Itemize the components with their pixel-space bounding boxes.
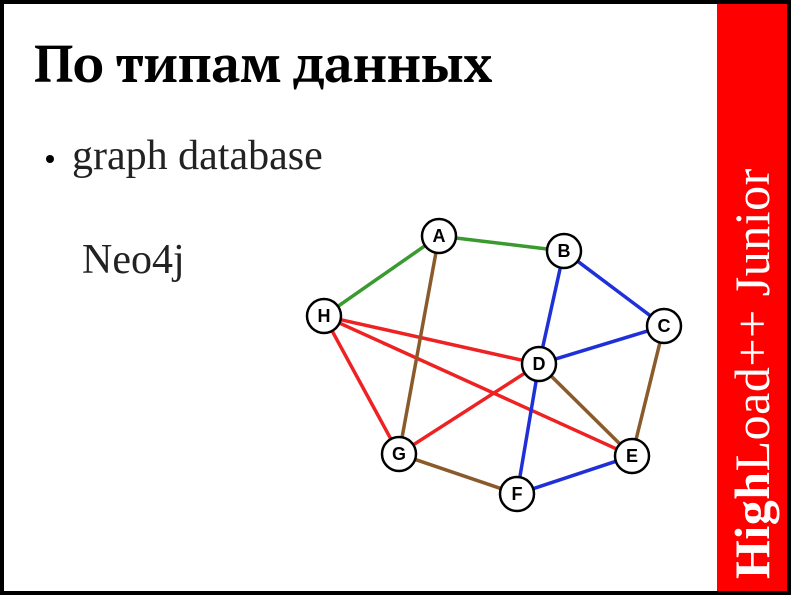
graph-node-label: A (433, 226, 446, 246)
brand-load: Load++ (724, 309, 780, 471)
graph-node-a: A (422, 219, 456, 253)
graph-node-label: D (533, 354, 546, 374)
graph-edge (636, 343, 660, 440)
graph-node-label: C (658, 316, 671, 336)
graph-node-g: G (382, 437, 416, 471)
slide-title: По типам данных (34, 28, 492, 97)
bullet-item: graph database (46, 132, 323, 180)
graph-edge (456, 238, 547, 249)
slide-body: По типам данных graph database Neo4j A B C… (4, 4, 717, 591)
sub-item-label: Neo4j (82, 236, 185, 284)
graph-edge (413, 373, 524, 445)
graph-node-f: F (500, 477, 534, 511)
graph-node-label: B (558, 241, 571, 261)
graph-edge (415, 459, 501, 488)
graph-node-label: G (392, 444, 406, 464)
graph-svg: A B C D E F G H (264, 206, 704, 546)
graph-node-label: E (626, 446, 638, 466)
graph-edge (543, 268, 561, 348)
graph-diagram: A B C D E F G H (264, 206, 704, 546)
graph-edge (520, 381, 536, 477)
graph-node-e: E (615, 439, 649, 473)
brand-sidebar: HighLoad++ Junior (717, 4, 787, 591)
brand-junior: Junior (724, 168, 780, 309)
graph-node-c: C (647, 309, 681, 343)
graph-node-label: F (512, 484, 523, 504)
graph-node-h: H (307, 299, 341, 333)
graph-node-label: H (318, 306, 331, 326)
graph-node-b: B (547, 234, 581, 268)
graph-edge (332, 331, 391, 439)
bullet-dot-icon (46, 155, 54, 163)
graph-edge (555, 331, 647, 359)
graph-nodes: A B C D E F G H (307, 219, 681, 511)
graph-edge (402, 253, 436, 438)
graph-edge (338, 246, 425, 307)
brand-high: High (724, 471, 780, 579)
graph-edge (533, 461, 616, 488)
graph-edge (341, 320, 523, 361)
graph-edge (578, 261, 651, 316)
graph-edge (339, 323, 616, 449)
graph-node-d: D (522, 347, 556, 381)
brand-text: HighLoad++ Junior (723, 168, 781, 579)
stage: По типам данных graph database Neo4j A B C… (0, 0, 791, 595)
bullet-label: graph database (72, 132, 323, 180)
